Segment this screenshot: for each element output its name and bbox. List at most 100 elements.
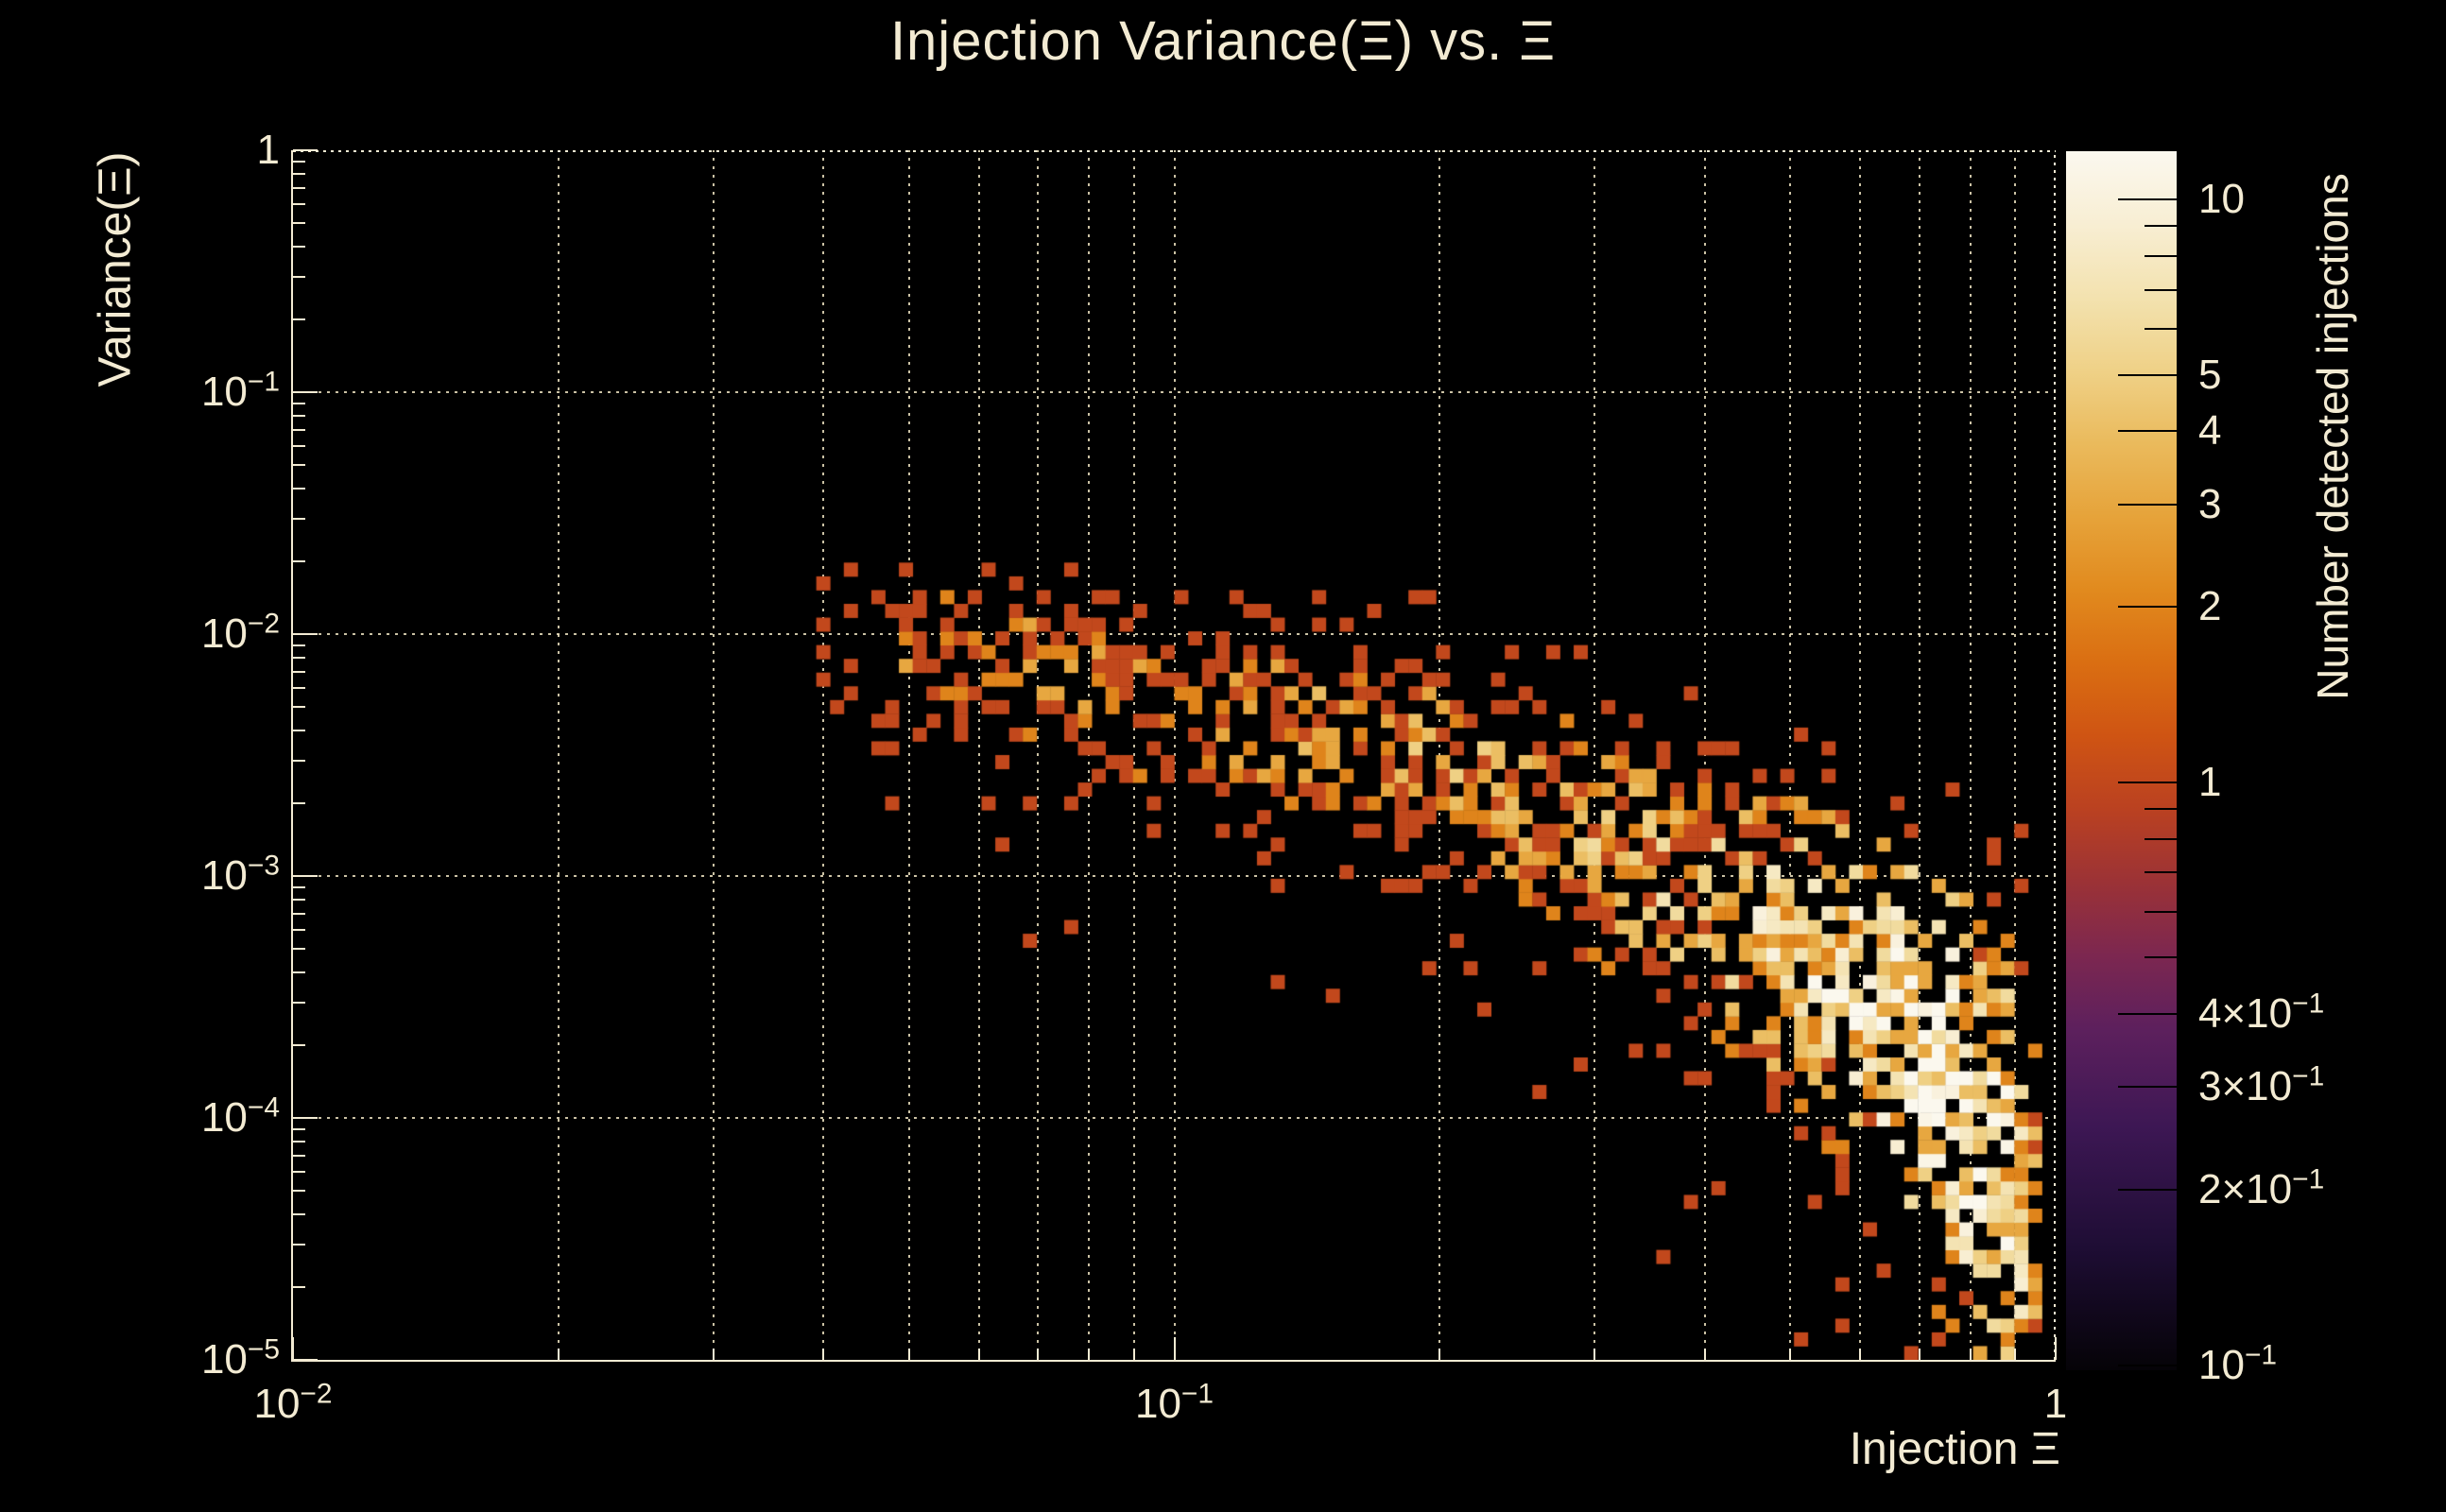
y-minor-tick [293, 160, 305, 163]
y-minor-tick [293, 1154, 305, 1157]
y-minor-tick [293, 1212, 305, 1215]
colorbar-minor-tick [2145, 327, 2177, 330]
y-minor-tick [293, 801, 305, 804]
x-minor-tick [1037, 1349, 1040, 1360]
colorbar-tick-label: 4 [2198, 407, 2222, 455]
colorbar-minor-tick [2145, 254, 2177, 257]
y-minor-tick [293, 414, 305, 417]
colorbar-minor-tick [2145, 956, 2177, 959]
colorbar-major-tick [2118, 781, 2177, 783]
x-major-tick [2055, 1337, 2057, 1360]
x-minor-tick [1969, 1349, 1972, 1360]
x-minor-tick [712, 1349, 715, 1360]
x-minor-tick [1593, 1349, 1596, 1360]
colorbar-major-tick [2118, 1086, 2177, 1089]
y-minor-tick [293, 1190, 305, 1193]
y-minor-tick [293, 656, 305, 659]
y-minor-tick [293, 464, 305, 467]
colorbar-major-tick [2118, 503, 2177, 506]
y-minor-tick [293, 318, 305, 320]
colorbar-tick-label: 10 [2198, 176, 2245, 223]
colorbar-minor-tick [2145, 225, 2177, 228]
y-minor-tick [293, 444, 305, 447]
x-minor-tick [1789, 1349, 1792, 1360]
y-minor-tick [293, 670, 305, 673]
x-minor-tick [977, 1349, 980, 1360]
y-tick-label: 10−5 [200, 1333, 280, 1383]
x-major-tick [292, 1337, 294, 1360]
y-tick-label: 1 [256, 127, 280, 173]
y-minor-tick [293, 971, 305, 973]
y-minor-tick [293, 245, 305, 248]
x-minor-tick [1132, 1349, 1135, 1360]
colorbar-major-tick [2118, 1013, 2177, 1016]
chart-title: Injection Variance(Ξ) vs. Ξ [889, 10, 1557, 72]
y-minor-tick [293, 686, 305, 689]
x-minor-tick [1438, 1349, 1441, 1360]
colorbar-title: Number detected injections [2308, 173, 2357, 700]
y-axis-title: Variance(Ξ) [90, 151, 141, 387]
colorbar-minor-tick [2145, 837, 2177, 840]
y-minor-tick [293, 202, 305, 205]
y-major-tick [293, 149, 318, 151]
plot-area [291, 149, 2057, 1362]
x-minor-tick [1918, 1349, 1921, 1360]
colorbar-major-tick [2118, 606, 2177, 609]
colorbar-tick-label: 4×10−1 [2198, 988, 2325, 1038]
y-minor-tick [293, 402, 305, 404]
x-tick-label: 10−1 [1134, 1378, 1214, 1427]
colorbar-tick-label: 1 [2198, 758, 2222, 805]
x-minor-tick [1088, 1349, 1091, 1360]
colorbar-minor-tick [2145, 288, 2177, 291]
y-minor-tick [293, 759, 305, 762]
y-minor-tick [293, 1285, 305, 1288]
y-major-tick [293, 391, 318, 393]
y-minor-tick [293, 222, 305, 225]
y-tick-label: 10−2 [200, 608, 280, 657]
y-minor-tick [293, 428, 305, 431]
y-minor-tick [293, 487, 305, 490]
x-tick-label: 1 [2043, 1381, 2068, 1427]
x-minor-tick [1703, 1349, 1706, 1360]
y-minor-tick [293, 186, 305, 189]
colorbar-minor-tick [2145, 910, 2177, 913]
frame-right-border [2054, 150, 2056, 1360]
colorbar-tick-label: 10−1 [2198, 1338, 2278, 1388]
y-major-tick [293, 1117, 318, 1119]
y-minor-tick [293, 928, 305, 931]
y-minor-tick [293, 644, 305, 646]
colorbar-tick-label: 2×10−1 [2198, 1163, 2325, 1212]
x-minor-tick [1859, 1349, 1862, 1360]
y-minor-tick [293, 898, 305, 901]
x-minor-tick [822, 1349, 825, 1360]
x-tick-label: 10−2 [253, 1378, 333, 1427]
colorbar-tick-label: 3 [2198, 480, 2222, 527]
y-major-tick [293, 875, 318, 877]
frame-top-border [293, 150, 2056, 152]
y-major-tick [293, 1359, 318, 1361]
y-minor-tick [293, 1127, 305, 1130]
colorbar-major-tick [2118, 1188, 2177, 1191]
x-minor-tick [2014, 1349, 2017, 1360]
x-major-tick [1173, 1337, 1176, 1360]
y-minor-tick [293, 706, 305, 709]
y-minor-tick [293, 1043, 305, 1046]
y-minor-tick [293, 948, 305, 951]
colorbar-major-tick [2118, 198, 2177, 201]
y-minor-tick [293, 729, 305, 731]
colorbar-tick-label: 2 [2198, 583, 2222, 630]
y-minor-tick [293, 172, 305, 175]
heatmap-canvas [293, 150, 2056, 1360]
y-minor-tick [293, 559, 305, 562]
y-minor-tick [293, 1140, 305, 1143]
colorbar-major-tick [2118, 373, 2177, 376]
y-tick-label: 10−4 [200, 1091, 280, 1141]
y-minor-tick [293, 517, 305, 520]
y-minor-tick [293, 1001, 305, 1004]
y-minor-tick [293, 275, 305, 278]
x-minor-tick [557, 1349, 560, 1360]
y-major-tick [293, 633, 318, 635]
y-axis-line [291, 150, 293, 1360]
y-minor-tick [293, 912, 305, 915]
y-minor-tick [293, 1243, 305, 1246]
